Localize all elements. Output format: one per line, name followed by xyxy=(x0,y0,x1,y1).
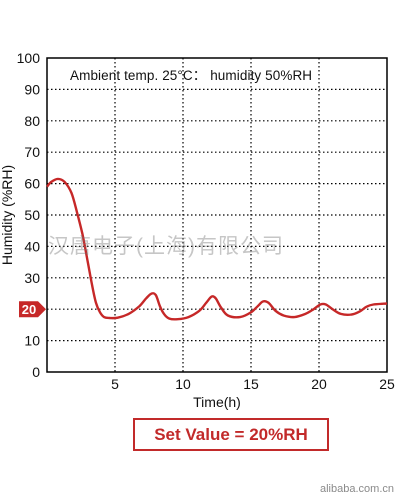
y-tick-label: 100 xyxy=(17,50,41,66)
x-tick-label: 10 xyxy=(175,376,191,392)
x-tick-label: 20 xyxy=(311,376,327,392)
y-tick-label: 60 xyxy=(24,176,40,192)
y-tick-label: 70 xyxy=(24,144,40,160)
x-tick-label: 15 xyxy=(243,376,259,392)
y-tick-label: 90 xyxy=(24,81,40,97)
footer-watermark: alibaba.com.cn xyxy=(320,483,394,495)
x-axis-label: Time(h) xyxy=(193,394,241,410)
y-tick-label: 30 xyxy=(24,270,40,286)
x-tick-label: 25 xyxy=(379,376,395,392)
y-tick-label: 50 xyxy=(24,207,40,223)
x-tick-label: 5 xyxy=(111,376,119,392)
y-tick-label: 10 xyxy=(24,333,40,349)
y-tick-label: 80 xyxy=(24,113,40,129)
setpoint-marker-label: 20 xyxy=(22,302,36,317)
plot-frame xyxy=(46,57,388,373)
y-axis-label: Humidity (%RH) xyxy=(0,165,15,265)
setpoint-marker xyxy=(19,301,46,318)
y-tick-label: 0 xyxy=(32,364,40,380)
ambient-conditions-annotation: Ambient temp. 25°C： humidity 50%RH xyxy=(70,68,313,83)
y-tick-label: 40 xyxy=(24,238,40,254)
company-watermark: 汉唐电子(上海)有限公司 xyxy=(48,235,284,258)
humidity-series-line xyxy=(46,177,388,321)
set-value-box: Set Value = 20%RH xyxy=(133,418,329,451)
